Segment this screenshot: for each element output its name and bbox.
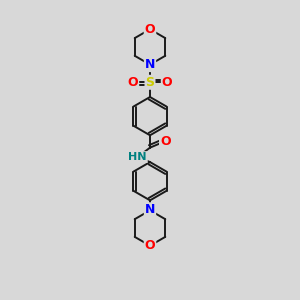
Text: O: O xyxy=(145,239,155,252)
Text: HN: HN xyxy=(128,152,147,162)
Text: S: S xyxy=(146,76,154,89)
Text: N: N xyxy=(145,203,155,216)
Text: O: O xyxy=(160,135,171,148)
Text: N: N xyxy=(145,58,155,71)
Text: O: O xyxy=(162,76,172,89)
Text: O: O xyxy=(145,23,155,36)
Text: O: O xyxy=(128,76,138,89)
